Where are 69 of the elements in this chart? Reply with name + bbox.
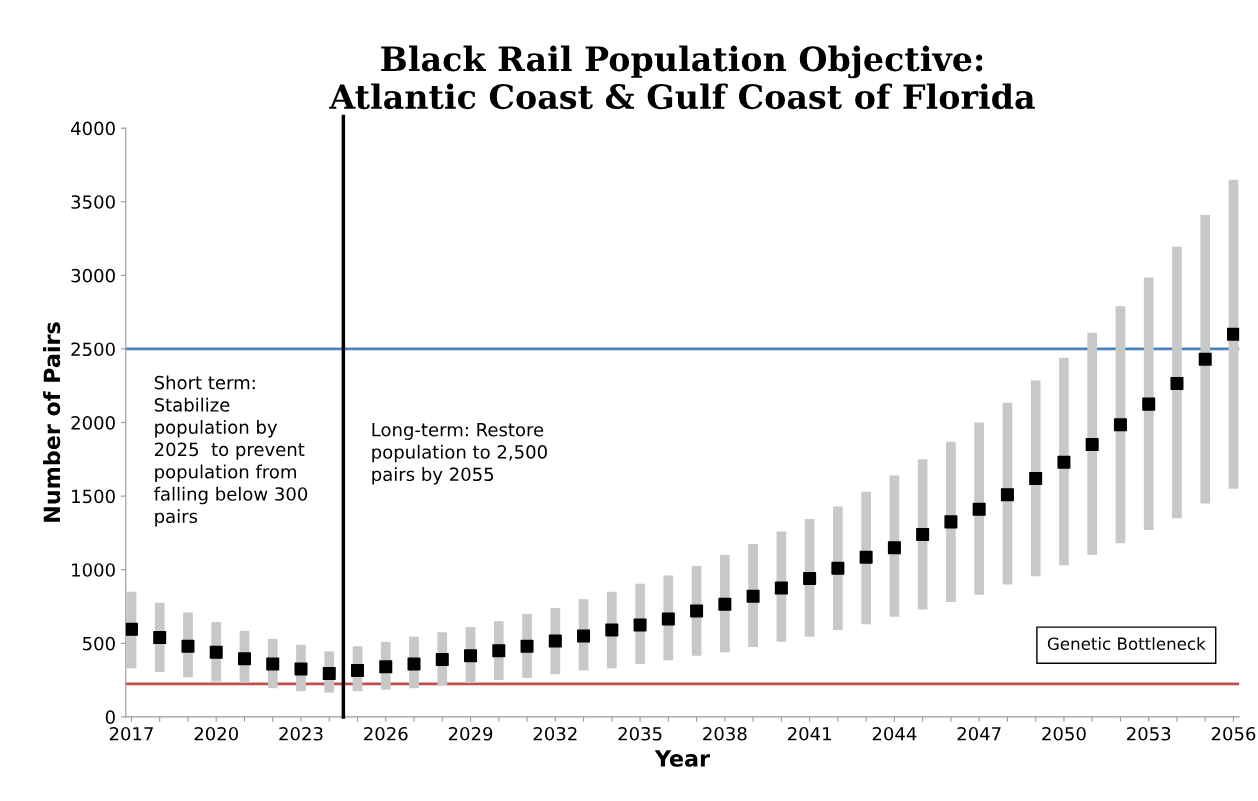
x-tick-label: 2032: [533, 726, 577, 741]
y-tick-label: 2500: [71, 342, 115, 357]
point: [1029, 471, 1043, 485]
point: [1170, 377, 1184, 391]
point: [379, 660, 393, 674]
x-tick-label: 2020: [194, 726, 238, 741]
point: [774, 581, 788, 595]
y-tick-label: 4000: [71, 121, 115, 136]
point: [548, 634, 562, 648]
x-tick-label: 2050: [1042, 726, 1086, 741]
x-tick-label: 2056: [1211, 726, 1256, 741]
point: [294, 662, 308, 676]
point: [661, 612, 675, 626]
point: [266, 657, 280, 671]
point: [1000, 488, 1014, 502]
chart-title: Black Rail Population Objective: Atlantic Coast & Gulf Coast of Florida: [329, 45, 1035, 110]
point: [1113, 418, 1127, 432]
point: [718, 597, 732, 611]
x-tick-label: 2047: [957, 726, 1001, 741]
y-tick-label: 3000: [71, 268, 115, 283]
y-tick-label: 3500: [71, 195, 115, 209]
point: [746, 589, 760, 603]
point: [153, 630, 167, 644]
y-tick-label: 0: [105, 710, 115, 725]
point: [351, 664, 365, 678]
point: [1226, 327, 1240, 341]
point: [322, 666, 336, 680]
annotation: Short term: Stabilize population by 2025 to prevent population from falling below 300 pairs: [154, 375, 308, 527]
y-tick-label: 1000: [72, 563, 115, 577]
point: [690, 604, 704, 618]
point: [492, 644, 506, 658]
x-tick-label: 2026: [364, 726, 408, 741]
ref-line-label: Genetic Bottleneck: [1047, 637, 1206, 650]
point: [407, 657, 421, 671]
x-tick-label: 2041: [787, 726, 831, 741]
x-axis-title: Year: [654, 750, 710, 767]
x-tick-label: 2053: [1127, 726, 1171, 741]
point: [831, 561, 845, 575]
x-tick-label: 2035: [618, 726, 662, 741]
point: [125, 622, 138, 636]
x-tick-label: 2029: [448, 726, 493, 741]
point: [1057, 455, 1071, 469]
x-tick-label: 2023: [279, 726, 323, 741]
point: [859, 550, 873, 564]
point: [887, 541, 901, 555]
y-tick-label: 1500: [72, 489, 115, 504]
point: [633, 618, 647, 632]
point: [181, 639, 195, 653]
point: [577, 629, 591, 643]
point: [1198, 352, 1212, 366]
point: [916, 527, 930, 541]
point: [803, 572, 817, 586]
x-tick-label: 2044: [872, 726, 917, 741]
point: [209, 645, 223, 659]
x-tick-label: 2038: [703, 726, 747, 741]
point: [944, 515, 958, 529]
point: [972, 502, 986, 516]
y-tick-label: 500: [83, 636, 115, 651]
point: [605, 623, 619, 637]
point: [464, 649, 478, 663]
annotation: Long-term: Restore population to 2,500 pairs by 2055: [372, 423, 547, 485]
point: [435, 652, 449, 666]
y-tick-label: 2000: [71, 415, 115, 430]
point: [1085, 438, 1099, 452]
point: [520, 639, 534, 653]
point: [1142, 397, 1156, 411]
y-axis-title: Number of Pairs: [43, 322, 61, 522]
point: [237, 652, 251, 666]
x-tick-label: 2017: [109, 726, 153, 741]
